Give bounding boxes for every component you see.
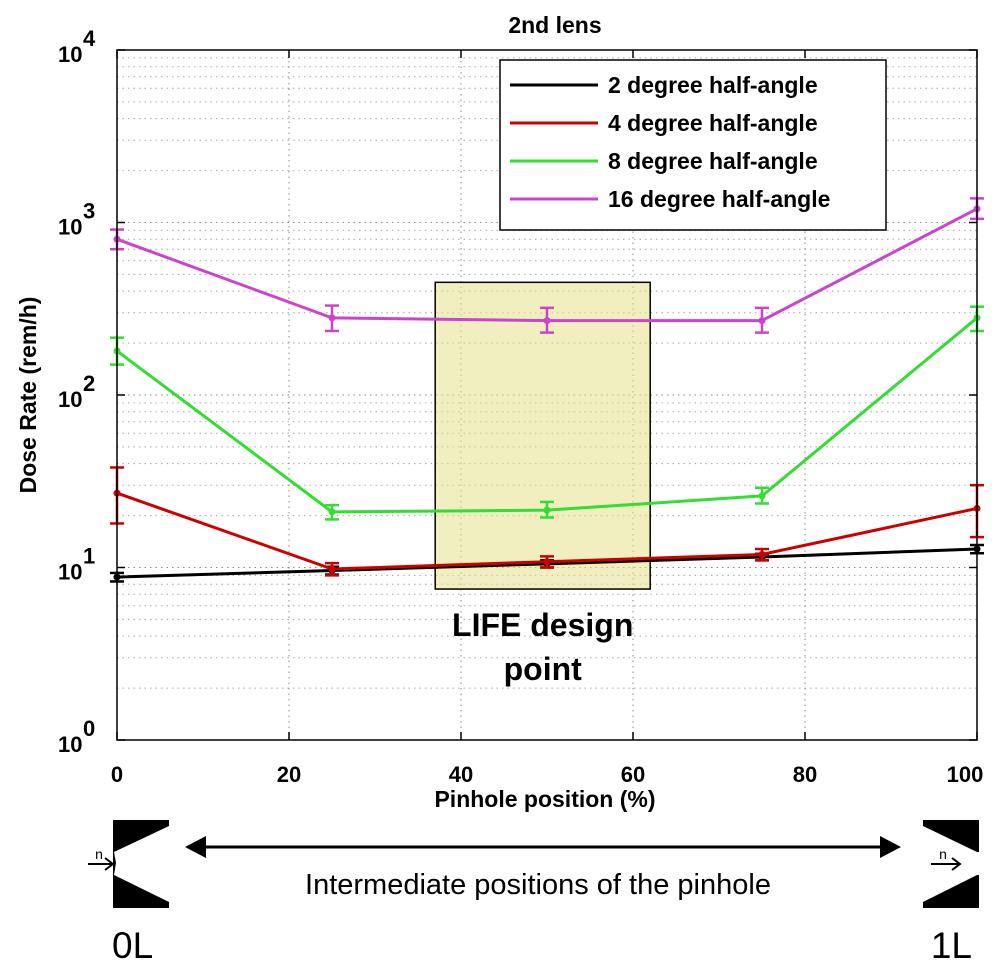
- pinhole-diagram: n n Intermediate positions of the pinhol…: [88, 820, 979, 966]
- data-point: [328, 508, 336, 516]
- legend-label: 16 degree half-angle: [608, 186, 830, 212]
- x-tick-label: 40: [449, 762, 473, 787]
- data-point: [543, 558, 551, 566]
- x-tick-label: 100: [947, 762, 984, 787]
- data-point: [328, 314, 336, 322]
- chart-title: 2nd lens: [508, 12, 601, 38]
- y-tick-label-exponent: 2: [83, 371, 95, 396]
- y-tick-label-exponent: 0: [83, 716, 95, 741]
- pinhole-caption: Intermediate positions of the pinhole: [305, 869, 771, 901]
- right-end-label: 1L: [931, 925, 972, 966]
- data-point: [543, 506, 551, 514]
- left-pinhole-upper-block: [113, 820, 169, 852]
- left-neutron-arrowhead: [104, 857, 115, 871]
- legend-label: 2 degree half-angle: [608, 72, 818, 98]
- y-axis-label: Dose Rate (rem/h): [15, 297, 41, 494]
- x-tick-label: 60: [621, 762, 645, 787]
- x-axis-ticks: 0 20 40 60 80 100: [111, 50, 983, 787]
- y-tick-label-base: 10: [58, 560, 82, 585]
- design-point-box: [434, 281, 651, 590]
- left-end-label: 0L: [112, 925, 153, 966]
- x-tick-label: 0: [111, 762, 123, 787]
- range-arrow-left-head: [185, 836, 206, 858]
- left-neutron-label: n: [95, 846, 103, 862]
- x-tick-label: 80: [793, 762, 817, 787]
- y-tick-label-base: 10: [58, 732, 82, 757]
- left-pinhole-lower-block: [113, 875, 169, 908]
- data-point: [758, 550, 766, 558]
- data-point: [543, 317, 551, 325]
- y-tick-label-base: 10: [58, 215, 82, 240]
- left-pinhole-middle: [113, 852, 116, 875]
- legend-label: 8 degree half-angle: [608, 148, 818, 174]
- legend-box: [499, 59, 887, 231]
- y-tick-label-exponent: 1: [83, 544, 95, 569]
- legend: 2 degree half-angle 4 degree half-angle 8 …: [499, 59, 887, 231]
- data-point: [758, 317, 766, 325]
- right-pinhole-lower-block: [923, 875, 979, 908]
- y-tick-label-base: 10: [58, 387, 82, 412]
- right-pinhole-upper-block: [923, 820, 979, 852]
- right-neutron-label: n: [939, 846, 947, 862]
- legend-label: 4 degree half-angle: [608, 110, 818, 136]
- design-point-annotation: LIFE design point: [434, 281, 651, 687]
- y-tick-label-exponent: 4: [83, 26, 96, 51]
- design-point-label-line2: point: [504, 651, 583, 687]
- range-arrow-right-head: [880, 836, 901, 858]
- y-tick-label-base: 10: [58, 42, 82, 67]
- x-tick-label: 20: [277, 762, 301, 787]
- right-neutron-arrowhead: [951, 857, 962, 871]
- design-point-label-line1: LIFE design: [452, 607, 633, 643]
- data-point: [328, 565, 336, 573]
- y-tick-label-exponent: 3: [83, 199, 95, 224]
- x-axis-label: Pinhole position (%): [434, 786, 655, 812]
- data-point: [758, 492, 766, 500]
